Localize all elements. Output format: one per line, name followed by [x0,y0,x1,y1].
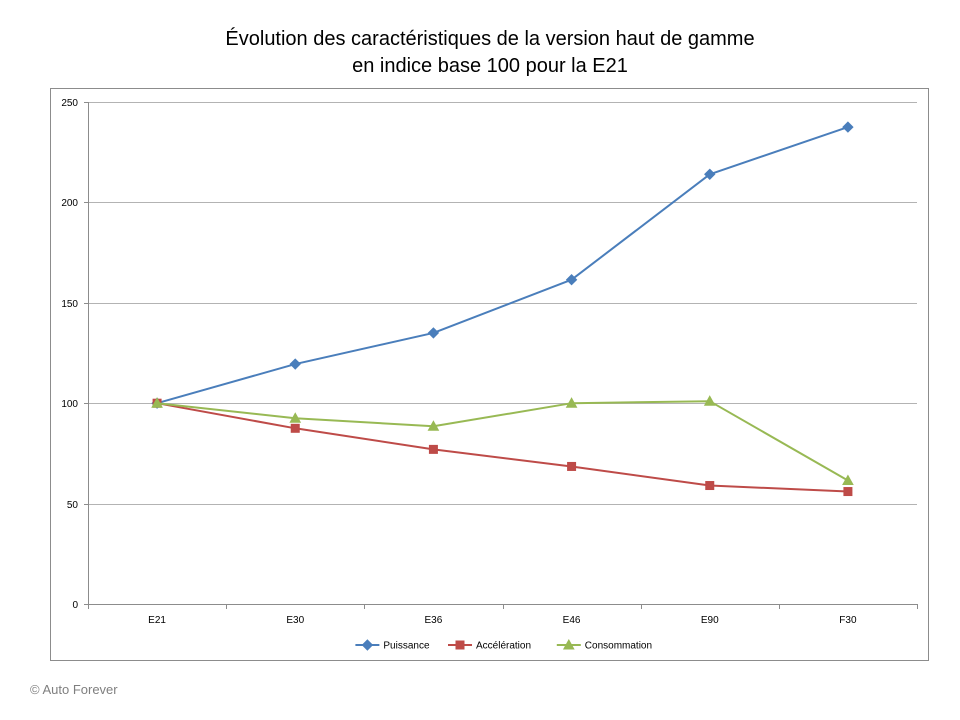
y-tick-label: 100 [61,399,78,410]
chart-area: 0 50 100 150 200 250 E21 E30 E36 E46 E90 F30 Puissan… [50,88,929,661]
x-tick-label: E36 [425,615,443,626]
x-tick-label: E21 [148,615,166,626]
data-point [705,481,715,491]
data-point [842,121,854,133]
legend-marker [361,639,374,651]
data-point [427,420,440,431]
chart-title-line-1: Évolution des caractéristiques de la ver… [225,28,755,50]
series-line-3 [156,400,849,482]
data-point [428,444,438,454]
data-point [703,395,716,406]
x-tick-label: E90 [701,615,719,626]
y-tick-label: 0 [72,600,78,611]
x-tick-label: E30 [286,615,304,626]
line-chart: 0 50 100 150 200 250 E21 E30 E36 E46 E90 F30 Puissan… [61,98,918,652]
data-point [843,487,853,497]
x-tick-label: E46 [563,615,581,626]
chart-title-line-2: en indice base 100 pour la E21 [352,55,628,77]
data-point [565,274,578,286]
data-point [427,327,440,339]
data-point [565,397,578,408]
data-point [289,412,302,423]
legend-label: Puissance [383,641,430,652]
data-point [290,423,300,433]
y-tick-label: 50 [67,500,79,511]
series-line-2 [156,402,848,493]
data-point [842,474,854,486]
data-point [289,358,301,370]
data-point [704,168,716,180]
chart-title: Évolution des caractéristiques de la ver… [0,26,960,80]
y-tick-label: 200 [61,198,78,209]
legend-marker [562,638,575,650]
data-point [151,397,163,408]
legend-label: Consommation [585,641,652,652]
series-line-1 [156,126,849,405]
data-point [567,461,577,471]
copyright-notice: © Auto Forever [30,682,118,697]
legend-label: Accélération [476,641,531,652]
legend-marker [455,640,465,650]
y-tick-label: 150 [61,299,78,310]
x-tick-label: F30 [839,615,857,626]
y-tick-label: 250 [61,98,78,109]
